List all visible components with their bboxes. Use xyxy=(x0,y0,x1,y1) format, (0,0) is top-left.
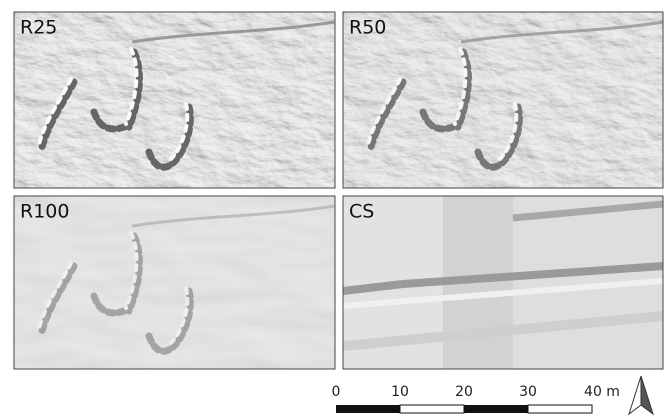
panel-label: CS xyxy=(349,201,374,223)
scale-bar: 0 10 20 30 40 m xyxy=(332,384,620,413)
figure-svg: R25 R50 R100 CS 0 10 20 30 40 m xyxy=(0,0,669,420)
panel: CS xyxy=(343,196,663,369)
scale-label: 20 xyxy=(455,384,473,400)
scale-label: 30 xyxy=(519,384,537,400)
panel-label: R25 xyxy=(20,17,57,39)
panel: R50 xyxy=(343,12,663,188)
figure: R25 R50 R100 CS 0 10 20 30 40 m xyxy=(0,0,669,420)
panel: R25 xyxy=(14,12,335,188)
north-arrow xyxy=(629,376,653,414)
scale-label: 40 m xyxy=(584,384,620,400)
scale-label: 0 xyxy=(332,384,341,400)
panel-label: R50 xyxy=(349,17,386,39)
panel-label: R100 xyxy=(20,201,69,223)
scale-label: 10 xyxy=(391,384,409,400)
panel: R100 xyxy=(14,196,335,369)
